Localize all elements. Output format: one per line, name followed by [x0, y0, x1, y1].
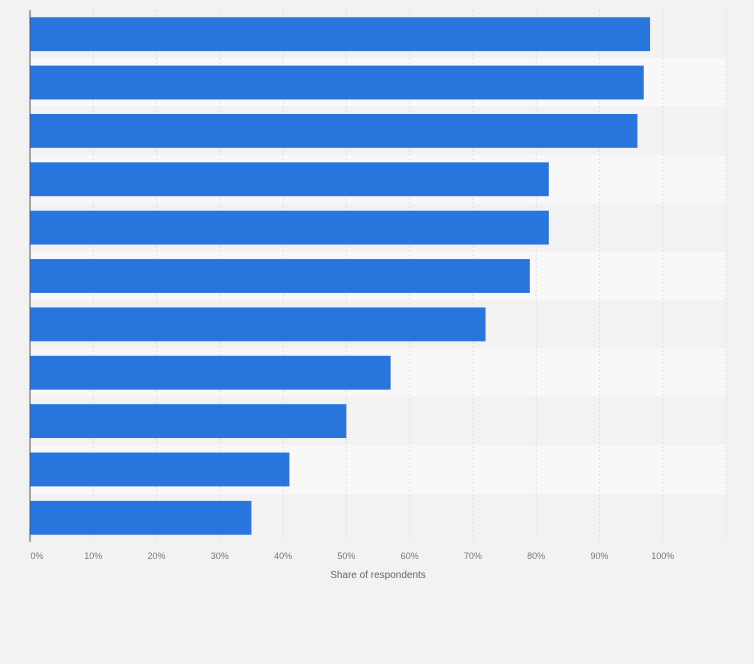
- bar[interactable]: [30, 113, 638, 148]
- x-tick-label: 100%: [651, 551, 674, 561]
- x-tick-label: 50%: [337, 551, 355, 561]
- bar[interactable]: [30, 452, 290, 487]
- bar[interactable]: [30, 500, 252, 535]
- bar[interactable]: [30, 355, 391, 390]
- x-tick-label: 0%: [30, 551, 43, 561]
- x-tick-label: 40%: [274, 551, 292, 561]
- x-tick-label: 10%: [84, 551, 102, 561]
- x-tick-label: 70%: [464, 551, 482, 561]
- bars: [30, 17, 651, 535]
- x-tick-label: 60%: [401, 551, 419, 561]
- bar[interactable]: [30, 162, 549, 197]
- x-tick-label: 90%: [590, 551, 608, 561]
- bar[interactable]: [30, 259, 530, 293]
- bar[interactable]: [30, 17, 651, 52]
- x-tick-labels: 0% 10% 20% 30% 40% 50% 60% 70% 80% 90% 100%: [30, 551, 674, 561]
- x-tick-label: 30%: [211, 551, 229, 561]
- bar[interactable]: [30, 210, 549, 245]
- x-tick-label: 20%: [148, 551, 166, 561]
- bar[interactable]: [30, 65, 644, 100]
- x-tick-label: 80%: [527, 551, 545, 561]
- x-axis-label: Share of respondents: [330, 570, 426, 581]
- bar[interactable]: [30, 404, 347, 439]
- bar[interactable]: [30, 307, 486, 342]
